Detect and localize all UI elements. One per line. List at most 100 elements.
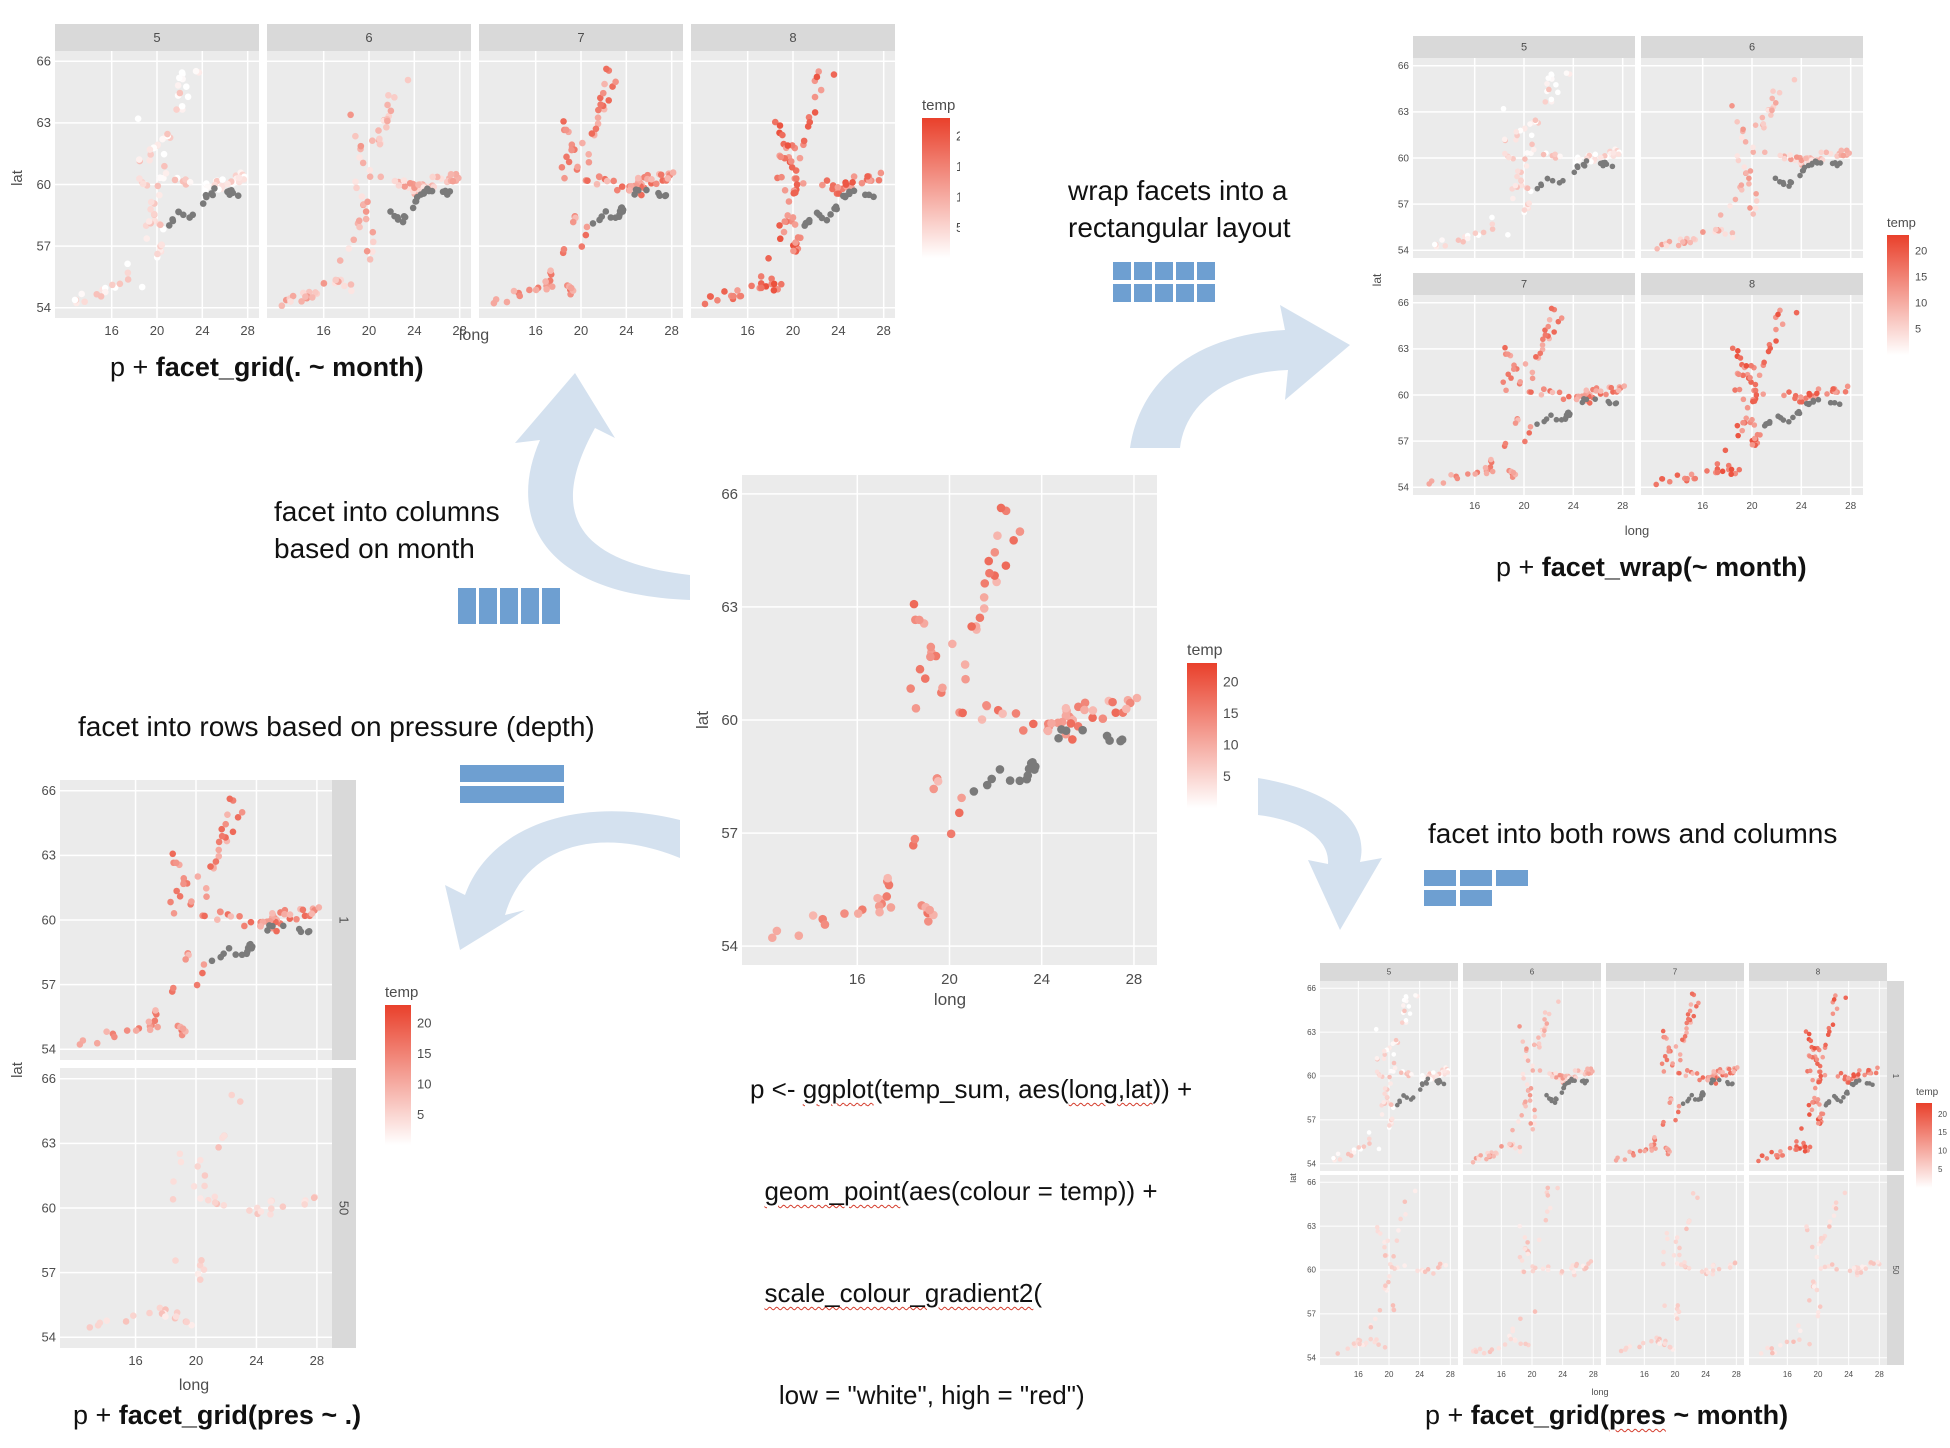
data-point: [171, 176, 179, 184]
data-point: [1460, 239, 1466, 245]
x-axis-title: long: [1625, 523, 1650, 538]
data-point: [1666, 1045, 1672, 1050]
both-label: facet into both rows and columns: [1428, 818, 1838, 849]
data-point: [1486, 1153, 1492, 1159]
data-point: [1870, 1082, 1875, 1088]
data-point: [1388, 1102, 1394, 1108]
data-point: [1489, 226, 1496, 232]
data-point: [366, 256, 374, 263]
data-point: [279, 922, 287, 930]
data-point: [194, 1163, 201, 1170]
caption-fn: facet_grid: [1470, 1400, 1600, 1430]
data-point: [768, 275, 775, 283]
data-point: [612, 214, 619, 221]
data-point: [1489, 468, 1496, 475]
data-point: [1673, 1239, 1679, 1245]
data-point: [1685, 1012, 1691, 1017]
data-point: [1682, 1260, 1687, 1265]
data-point: [1472, 471, 1478, 477]
data-point: [1390, 1303, 1396, 1308]
data-point: [1696, 1097, 1701, 1102]
data-point: [103, 1317, 111, 1324]
data-point: [563, 153, 570, 161]
data-point: [1680, 1101, 1686, 1106]
y-tick-label: 54: [1307, 1159, 1316, 1168]
data-point: [574, 163, 581, 171]
facet-strip: [1887, 1175, 1904, 1365]
data-point: [1366, 1130, 1372, 1135]
data-point: [603, 65, 610, 73]
data-point: [1777, 152, 1784, 159]
data-point: [1769, 1346, 1775, 1351]
data-point: [954, 808, 964, 818]
data-point: [201, 912, 208, 920]
data-point: [1725, 1081, 1731, 1087]
data-point: [301, 1201, 309, 1208]
data-point: [1739, 427, 1746, 434]
data-point: [1043, 726, 1053, 736]
data-point: [1391, 1060, 1397, 1066]
data-point: [1412, 1188, 1418, 1194]
data-point: [1374, 1224, 1380, 1230]
data-point: [199, 200, 207, 207]
data-point: [820, 920, 830, 929]
data-point: [208, 190, 215, 197]
data-point: [1740, 419, 1746, 426]
data-point: [1662, 1034, 1668, 1040]
data-point: [1666, 238, 1673, 245]
data-point: [1793, 154, 1800, 160]
y-tick-label: 60: [1307, 1072, 1316, 1081]
data-point: [1524, 185, 1531, 192]
data-point: [200, 1266, 208, 1273]
data-point: [813, 209, 821, 217]
data-point: [1806, 1102, 1812, 1108]
data-point: [1834, 153, 1840, 159]
data-point: [1788, 156, 1794, 163]
data-point: [1847, 1268, 1853, 1274]
data-point: [1517, 1144, 1523, 1150]
data-point: [375, 127, 382, 134]
data-point: [1556, 389, 1563, 396]
data-point: [1015, 776, 1025, 786]
data-point: [1556, 999, 1561, 1004]
data-point: [1692, 475, 1699, 482]
data-point: [214, 916, 221, 924]
x-tick-label: 28: [452, 323, 466, 338]
data-point: [1781, 155, 1788, 162]
data-point: [1820, 1054, 1826, 1060]
data-point: [1529, 141, 1535, 148]
data-point: [332, 276, 340, 284]
caption-arg: (~ month): [1682, 552, 1807, 582]
data-point: [1842, 1190, 1848, 1196]
data-point: [1653, 1146, 1658, 1151]
data-point: [228, 1091, 236, 1099]
data-point: [1749, 441, 1756, 448]
data-point: [1547, 1205, 1553, 1211]
data-point: [369, 238, 377, 246]
data-point: [1548, 71, 1555, 77]
data-point: [1546, 86, 1552, 93]
caption-fn: facet_grid: [155, 352, 285, 382]
data-point: [1829, 160, 1836, 167]
data-point: [1465, 471, 1471, 477]
data-point: [1627, 1344, 1633, 1349]
x-axis-title: long: [459, 327, 489, 344]
legend-tick-label: 5: [1223, 768, 1231, 784]
data-point: [1373, 1026, 1379, 1032]
data-point: [791, 221, 799, 228]
data-point: [1673, 1044, 1679, 1049]
data-point: [701, 300, 709, 308]
data-point: [224, 180, 231, 188]
data-point: [1572, 1068, 1578, 1073]
data-point: [1385, 1238, 1391, 1244]
data-point: [1810, 1077, 1815, 1083]
data-point: [192, 67, 200, 75]
data-point: [1673, 1117, 1678, 1123]
data-point: [1540, 1266, 1546, 1272]
data-point: [219, 176, 226, 183]
data-point: [1541, 1032, 1547, 1038]
data-point: [1537, 350, 1544, 357]
data-point: [1740, 126, 1746, 133]
x-tick-label: 20: [1385, 1370, 1394, 1379]
